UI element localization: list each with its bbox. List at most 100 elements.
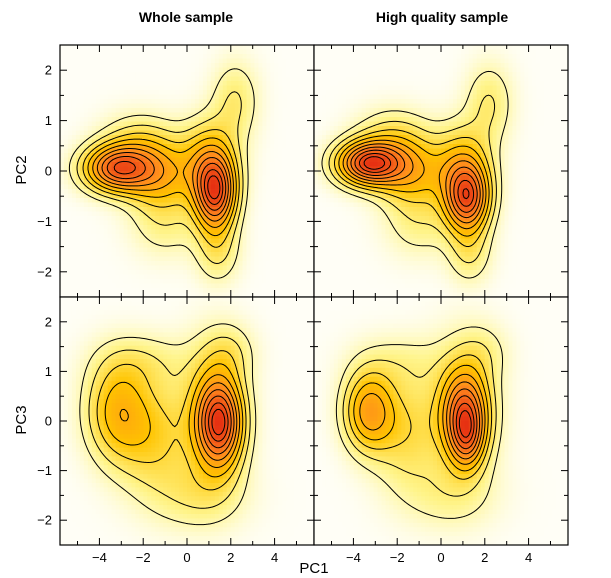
- heatmap-cell: [190, 162, 196, 168]
- heatmap-cell: [460, 90, 466, 96]
- heatmap-cell: [198, 193, 204, 199]
- heatmap-cell: [155, 202, 160, 208]
- heatmap-cell: [135, 256, 140, 262]
- heatmap-cell: [123, 139, 129, 145]
- heatmap-cell: [230, 81, 236, 87]
- heatmap-cell: [361, 126, 367, 132]
- heatmap-cell: [290, 67, 295, 73]
- heatmap-cell: [369, 121, 375, 127]
- heatmap-cell: [405, 99, 410, 105]
- heatmap-cell: [135, 108, 140, 114]
- heatmap-cell: [63, 58, 69, 64]
- heatmap-cell: [190, 157, 196, 163]
- heatmap-cell: [274, 220, 279, 226]
- heatmap-cell: [282, 90, 287, 96]
- heatmap-cell: [294, 157, 299, 163]
- heatmap-cell: [373, 45, 379, 51]
- heatmap-cell: [99, 81, 105, 87]
- heatmap-cell: [167, 261, 172, 267]
- heatmap-cell: [242, 202, 248, 208]
- heatmap-cell: [405, 76, 410, 82]
- heatmap-cell: [60, 229, 65, 235]
- heatmap-cell: [250, 130, 256, 136]
- heatmap-cell: [71, 256, 77, 262]
- heatmap-cell: [476, 81, 482, 87]
- heatmap-cell: [107, 85, 113, 91]
- heatmap-cell: [302, 207, 307, 213]
- heatmap-cell: [290, 144, 295, 150]
- heatmap-cell: [183, 288, 188, 294]
- heatmap-cell: [437, 135, 442, 141]
- heatmap-cell: [214, 283, 220, 289]
- heatmap-cell: [520, 103, 525, 109]
- heatmap-cell: [298, 256, 303, 262]
- heatmap-cell: [194, 157, 200, 163]
- heatmap-cell: [63, 90, 69, 96]
- heatmap-cell: [234, 54, 240, 60]
- heatmap-cell: [262, 207, 267, 213]
- heatmap-cell: [143, 225, 148, 231]
- heatmap-cell: [250, 135, 256, 141]
- heatmap-cell: [278, 202, 283, 208]
- heatmap-cell: [234, 108, 240, 114]
- heatmap-cell: [95, 81, 101, 87]
- heatmap-cell: [187, 81, 192, 87]
- heatmap-cell: [524, 103, 529, 109]
- heatmap-cell: [198, 153, 204, 159]
- heatmap-cell: [167, 288, 172, 294]
- heatmap-cell: [500, 94, 506, 100]
- heatmap-cell: [103, 54, 109, 60]
- heatmap-cell: [163, 121, 168, 127]
- heatmap-cell: [131, 85, 137, 91]
- heatmap-cell: [560, 85, 565, 91]
- heatmap-cell: [282, 283, 287, 289]
- heatmap-cell: [210, 238, 216, 244]
- heatmap-cell: [302, 67, 307, 73]
- heatmap-cell: [103, 198, 109, 204]
- heatmap-cell: [468, 126, 474, 132]
- heatmap-cell: [520, 94, 525, 100]
- heatmap-cell: [270, 72, 275, 78]
- heatmap-cell: [302, 130, 307, 136]
- heatmap-cell: [123, 157, 129, 163]
- heatmap-cell: [242, 67, 248, 73]
- heatmap-cell: [524, 67, 529, 73]
- heatmap-cell: [159, 85, 164, 91]
- heatmap-cell: [155, 184, 160, 190]
- heatmap-cell: [254, 139, 260, 145]
- heatmap-cell: [298, 252, 303, 258]
- heatmap-cell: [214, 85, 220, 91]
- heatmap-cell: [250, 58, 256, 64]
- heatmap-cell: [329, 63, 335, 69]
- heatmap-cell: [496, 81, 502, 87]
- heatmap-cell: [179, 108, 184, 114]
- heatmap-cell: [377, 76, 383, 82]
- heatmap-cell: [246, 189, 252, 195]
- heatmap-cell: [187, 202, 192, 208]
- heatmap-cell: [75, 117, 81, 123]
- heatmap-cell: [242, 130, 248, 136]
- heatmap-cell: [131, 148, 137, 154]
- heatmap-cell: [95, 256, 101, 262]
- heatmap-cell: [202, 49, 208, 55]
- heatmap-cell: [544, 108, 549, 114]
- heatmap-cell: [198, 135, 204, 141]
- heatmap-cell: [290, 234, 295, 240]
- heatmap-cell: [290, 153, 295, 159]
- heatmap-cell: [135, 126, 140, 132]
- heatmap-cell: [190, 67, 196, 73]
- heatmap-cell: [115, 211, 121, 217]
- heatmap-cell: [540, 135, 545, 141]
- heatmap-cell: [560, 112, 565, 118]
- heatmap-cell: [385, 63, 391, 69]
- heatmap-cell: [496, 99, 502, 105]
- heatmap-cell: [274, 229, 279, 235]
- heatmap-cell: [234, 288, 240, 294]
- heatmap-cell: [262, 216, 267, 222]
- heatmap-cell: [262, 148, 267, 154]
- heatmap-cell: [111, 238, 117, 244]
- heatmap-cell: [91, 99, 97, 105]
- heatmap-cell: [67, 265, 73, 271]
- heatmap-cell: [496, 54, 502, 60]
- heatmap-cell: [512, 108, 518, 114]
